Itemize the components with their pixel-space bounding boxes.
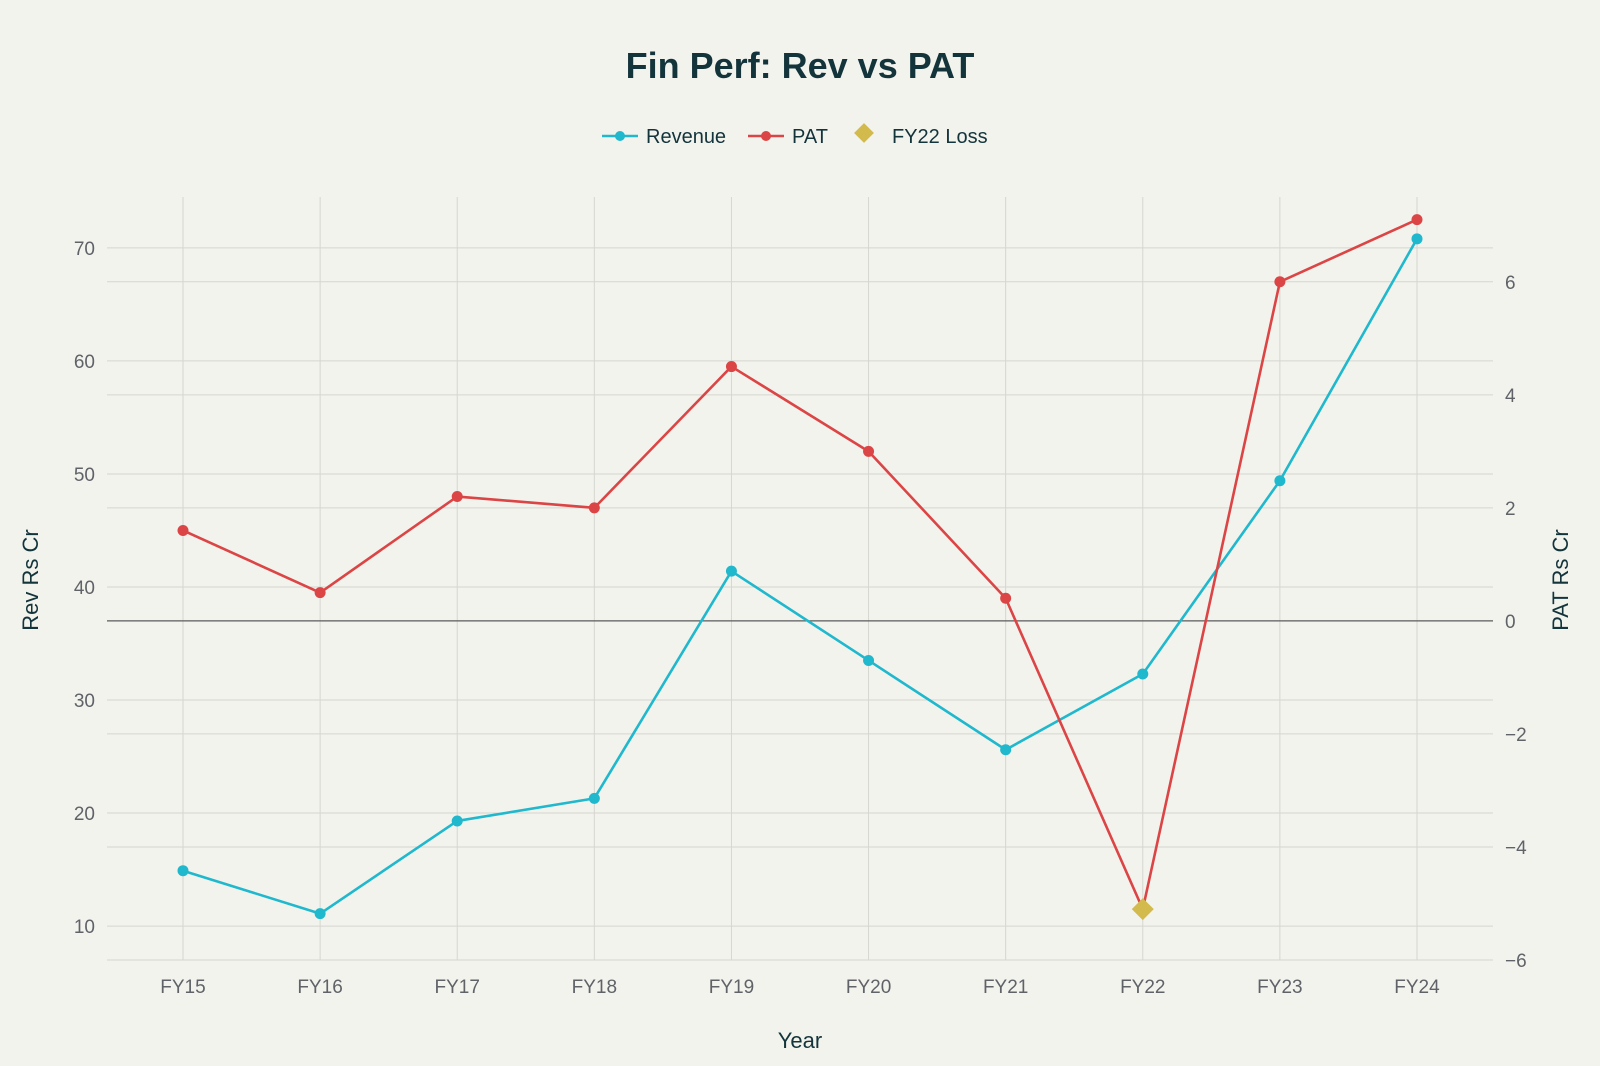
pat-series-line: [182, 218, 1418, 911]
y-tick-label: 20: [74, 804, 95, 825]
legend-loss-label: FY22 Loss: [892, 126, 988, 148]
legend-revenue-label: Revenue: [646, 126, 726, 148]
x-tick-label: FY23: [1257, 977, 1302, 998]
axis-layer: FY15 FY16 FY17 FY18 FY19 FY20 FY21 FY22 FY23 FY24…: [74, 239, 1527, 998]
revenue-point[interactable]: [863, 654, 875, 666]
legend: Revenue PAT FY22 Loss: [602, 123, 988, 148]
pat-point[interactable]: [1274, 276, 1286, 288]
y-tick-label: 70: [74, 239, 95, 260]
pat-point[interactable]: [863, 445, 875, 457]
legend-item-pat[interactable]: PAT: [748, 126, 828, 148]
y2-tick-label: 4: [1505, 386, 1516, 407]
legend-pat-marker: [761, 131, 771, 141]
y-axis-title: Rev Rs Cr: [18, 529, 43, 630]
pat-point[interactable]: [725, 361, 737, 373]
pat-point[interactable]: [588, 502, 600, 514]
y2-tick-label: 0: [1505, 612, 1516, 633]
y-tick-label: 60: [74, 352, 95, 373]
pat-point[interactable]: [1411, 214, 1423, 226]
y2-tick-label: 6: [1505, 273, 1516, 294]
revenue-point[interactable]: [1274, 475, 1286, 487]
revenue-point[interactable]: [1000, 744, 1012, 756]
x-tick-label: FY16: [297, 977, 342, 998]
grid-layer: [107, 197, 1493, 961]
x-tick-label: FY24: [1394, 977, 1440, 998]
chart-title: Fin Perf: Rev vs PAT: [626, 45, 975, 86]
y-tick-label: 30: [74, 691, 95, 712]
y2-tick-label: −4: [1505, 838, 1527, 859]
x-tick-label: FY18: [572, 977, 617, 998]
y2-tick-label: 2: [1505, 499, 1516, 520]
fy22-loss-marker[interactable]: [1131, 898, 1154, 921]
revenue-point[interactable]: [177, 865, 189, 877]
revenue-point[interactable]: [588, 792, 600, 804]
x-tick-label: FY20: [846, 977, 891, 998]
x-tick-label: FY15: [160, 977, 205, 998]
legend-pat-label: PAT: [792, 126, 828, 148]
x-tick-label: FY21: [983, 977, 1028, 998]
y-tick-label: 40: [74, 578, 95, 599]
legend-revenue-marker: [615, 131, 625, 141]
revenue-series-line: [182, 238, 1419, 915]
revenue-point[interactable]: [1411, 233, 1423, 245]
legend-item-fy22-loss[interactable]: FY22 Loss: [854, 123, 988, 148]
pat-point[interactable]: [451, 491, 463, 503]
revenue-point[interactable]: [1137, 668, 1149, 680]
pat-point[interactable]: [177, 524, 189, 536]
x-tick-label: FY17: [435, 977, 480, 998]
y-tick-label: 50: [74, 465, 95, 486]
y2-axis-title: PAT Rs Cr: [1548, 529, 1573, 630]
revenue-point[interactable]: [725, 565, 737, 577]
pat-point[interactable]: [314, 587, 326, 599]
pat-point[interactable]: [1000, 592, 1012, 604]
x-tick-label: FY19: [709, 977, 754, 998]
legend-item-revenue[interactable]: Revenue: [602, 126, 726, 148]
revenue-point[interactable]: [451, 815, 463, 827]
revenue-point[interactable]: [314, 908, 326, 920]
marker-layer: [1131, 898, 1154, 921]
x-tick-label: FY22: [1120, 977, 1165, 998]
y2-tick-label: −6: [1505, 951, 1527, 972]
y-tick-label: 10: [74, 917, 95, 938]
y2-tick-label: −2: [1505, 725, 1527, 746]
x-axis-title: Year: [778, 1028, 822, 1053]
legend-loss-diamond: [854, 123, 874, 143]
series-layer: [177, 214, 1423, 920]
